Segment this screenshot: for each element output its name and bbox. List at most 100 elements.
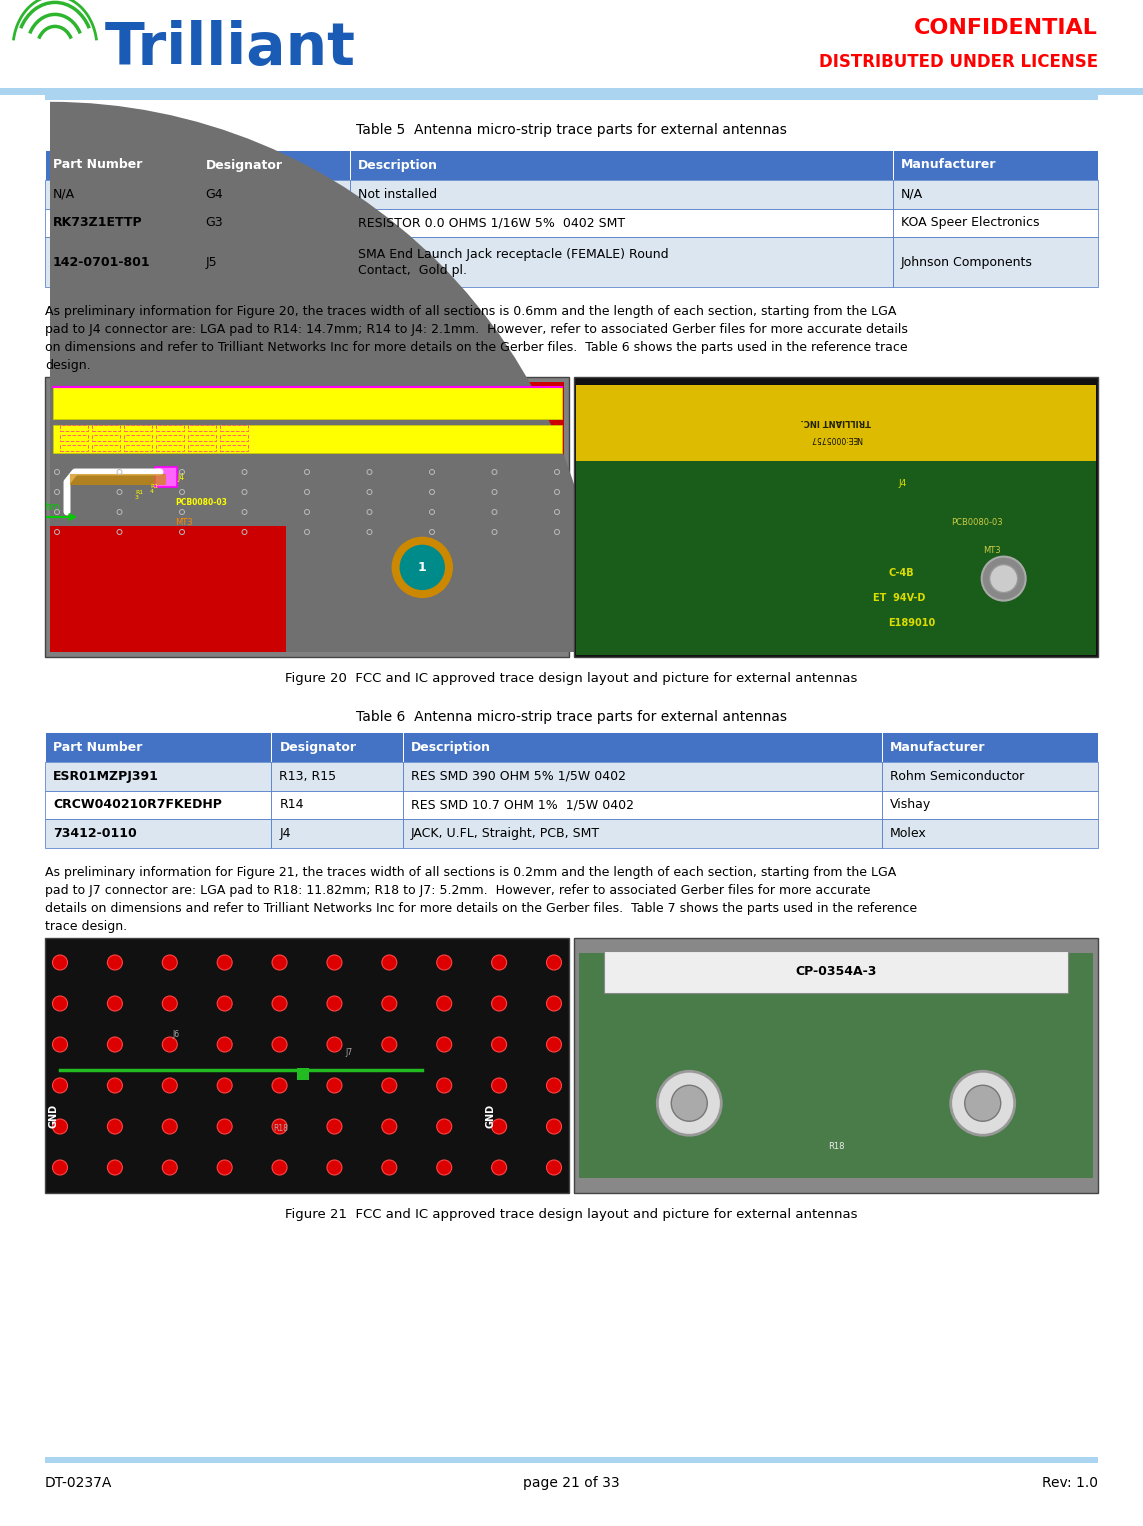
Circle shape bbox=[162, 1077, 177, 1093]
Text: page 21 of 33: page 21 of 33 bbox=[523, 1476, 620, 1489]
Circle shape bbox=[982, 557, 1025, 601]
Circle shape bbox=[382, 996, 397, 1012]
Bar bbox=[123, 435, 152, 441]
Bar bbox=[45, 732, 271, 761]
Text: Part Number: Part Number bbox=[53, 740, 143, 754]
Bar bbox=[604, 951, 1068, 992]
Text: CP-0354A-3: CP-0354A-3 bbox=[796, 964, 877, 978]
Text: As preliminary information for Figure 21, the traces width of all sections is 0.: As preliminary information for Figure 21… bbox=[45, 865, 917, 932]
Text: DISTRIBUTED UNDER LICENSE: DISTRIBUTED UNDER LICENSE bbox=[818, 53, 1098, 72]
Circle shape bbox=[53, 996, 67, 1012]
Circle shape bbox=[382, 1160, 397, 1175]
Text: NEE:0005757: NEE:0005757 bbox=[810, 433, 862, 443]
Circle shape bbox=[546, 996, 561, 1012]
Text: Table 6  Antenna micro-strip trace parts for external antennas: Table 6 Antenna micro-strip trace parts … bbox=[355, 710, 788, 723]
Circle shape bbox=[162, 996, 177, 1012]
Bar bbox=[59, 435, 88, 441]
Text: ET  94V-D: ET 94V-D bbox=[872, 594, 925, 603]
Circle shape bbox=[162, 1119, 177, 1134]
Bar bbox=[198, 180, 351, 209]
Circle shape bbox=[53, 1160, 67, 1175]
Text: As preliminary information for Figure 20, the traces width of all sections is 0.: As preliminary information for Figure 20… bbox=[45, 305, 908, 372]
Text: G3: G3 bbox=[206, 217, 223, 229]
Circle shape bbox=[217, 955, 232, 971]
Text: Rohm Semiconductor: Rohm Semiconductor bbox=[890, 769, 1024, 783]
Bar bbox=[91, 446, 120, 450]
Circle shape bbox=[327, 1077, 342, 1093]
Text: RK73Z1ETTP: RK73Z1ETTP bbox=[53, 217, 143, 229]
Bar bbox=[403, 761, 882, 790]
Text: C-4B: C-4B bbox=[888, 568, 914, 578]
Bar bbox=[882, 761, 1098, 790]
Bar bbox=[882, 819, 1098, 847]
Bar bbox=[893, 237, 1098, 287]
Text: Not installed: Not installed bbox=[359, 188, 438, 201]
Circle shape bbox=[107, 996, 122, 1012]
Circle shape bbox=[491, 1038, 506, 1051]
Text: Figure 20  FCC and IC approved trace design layout and picture for external ante: Figure 20 FCC and IC approved trace desi… bbox=[286, 671, 857, 685]
Circle shape bbox=[392, 537, 453, 597]
Text: KOA Speer Electronics: KOA Speer Electronics bbox=[901, 217, 1039, 229]
Text: RESISTOR 0.0 OHMS 1/16W 5%  0402 SMT: RESISTOR 0.0 OHMS 1/16W 5% 0402 SMT bbox=[359, 217, 625, 229]
Circle shape bbox=[272, 1160, 287, 1175]
Bar bbox=[45, 819, 271, 847]
Text: N/A: N/A bbox=[901, 188, 922, 201]
Bar bbox=[893, 209, 1098, 237]
Bar bbox=[351, 180, 893, 209]
Bar bbox=[45, 937, 569, 1192]
Text: J5: J5 bbox=[206, 255, 217, 269]
Text: SMA End Launch Jack receptacle (FEMALE) Round
Contact,  Gold pl.: SMA End Launch Jack receptacle (FEMALE) … bbox=[359, 247, 669, 276]
Bar bbox=[296, 1068, 309, 1080]
Bar bbox=[198, 209, 351, 237]
Circle shape bbox=[272, 1038, 287, 1051]
Circle shape bbox=[272, 955, 287, 971]
Text: J4: J4 bbox=[177, 473, 184, 482]
Bar bbox=[198, 150, 351, 180]
Circle shape bbox=[546, 1119, 561, 1134]
Bar bbox=[45, 180, 198, 209]
Bar bbox=[403, 790, 882, 819]
Circle shape bbox=[327, 955, 342, 971]
Bar bbox=[50, 526, 286, 652]
Circle shape bbox=[546, 1038, 561, 1051]
Circle shape bbox=[657, 1071, 721, 1135]
Circle shape bbox=[53, 1038, 67, 1051]
Circle shape bbox=[162, 955, 177, 971]
Text: Description: Description bbox=[411, 740, 491, 754]
Bar bbox=[53, 388, 562, 420]
Circle shape bbox=[437, 955, 451, 971]
Text: G4: G4 bbox=[206, 188, 223, 201]
Circle shape bbox=[107, 1119, 122, 1134]
Circle shape bbox=[217, 1160, 232, 1175]
Text: R13, R15: R13, R15 bbox=[279, 769, 336, 783]
Circle shape bbox=[965, 1085, 1001, 1122]
Bar bbox=[271, 732, 403, 761]
Bar bbox=[580, 952, 1093, 1178]
Text: DT-0237A: DT-0237A bbox=[45, 1476, 112, 1489]
Bar bbox=[882, 732, 1098, 761]
Text: CONFIDENTIAL: CONFIDENTIAL bbox=[914, 18, 1098, 38]
Bar bbox=[574, 377, 1098, 658]
Text: TRILLIANT INC.: TRILLIANT INC. bbox=[801, 417, 871, 426]
Circle shape bbox=[491, 996, 506, 1012]
Circle shape bbox=[990, 565, 1017, 592]
Bar bbox=[53, 426, 562, 453]
Text: Figure 21  FCC and IC approved trace design layout and picture for external ante: Figure 21 FCC and IC approved trace desi… bbox=[286, 1207, 857, 1221]
Circle shape bbox=[107, 1160, 122, 1175]
Bar bbox=[576, 436, 1096, 655]
Bar bbox=[198, 237, 351, 287]
Text: PCB0080-03: PCB0080-03 bbox=[175, 497, 226, 507]
Text: RES SMD 390 OHM 5% 1/5W 0402: RES SMD 390 OHM 5% 1/5W 0402 bbox=[411, 769, 626, 783]
Text: R1
3: R1 3 bbox=[135, 490, 143, 501]
Circle shape bbox=[53, 1077, 67, 1093]
Bar bbox=[91, 426, 120, 430]
Circle shape bbox=[327, 1038, 342, 1051]
Text: Description: Description bbox=[359, 159, 439, 171]
Circle shape bbox=[327, 1160, 342, 1175]
Bar bbox=[123, 446, 152, 450]
Bar bbox=[219, 435, 248, 441]
Bar bbox=[187, 435, 216, 441]
Bar bbox=[123, 426, 152, 430]
Circle shape bbox=[546, 955, 561, 971]
Bar bbox=[403, 819, 882, 847]
